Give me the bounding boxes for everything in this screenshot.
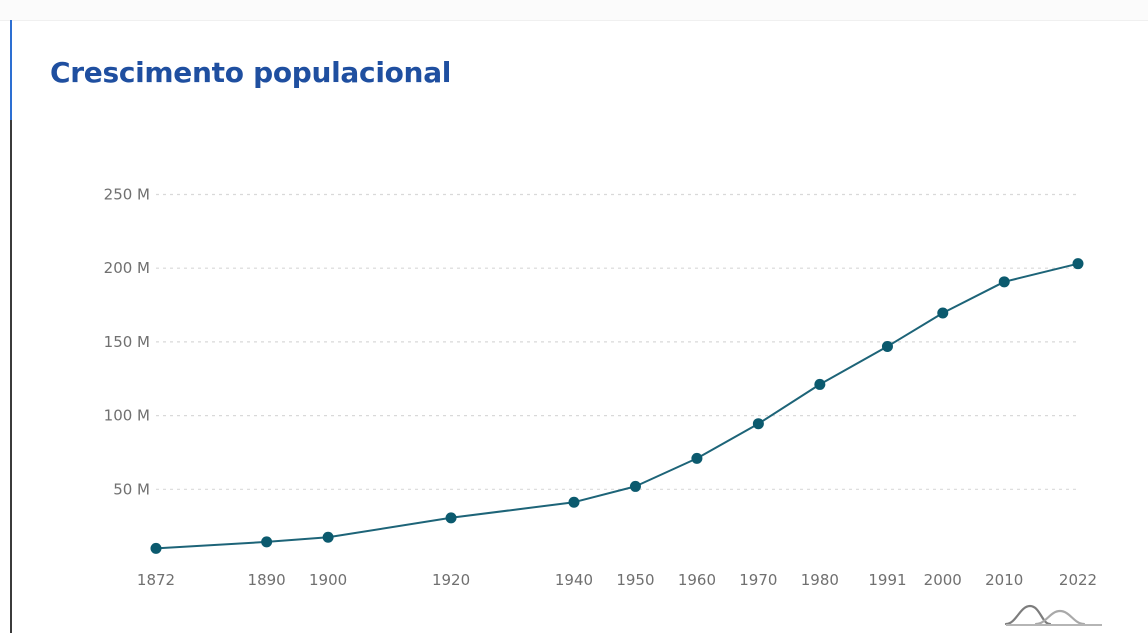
- data-point[interactable]: [814, 378, 826, 390]
- x-tick-label: 1970: [739, 571, 777, 589]
- data-point[interactable]: [261, 536, 273, 548]
- data-point[interactable]: [881, 340, 893, 352]
- x-tick-label: 1940: [555, 571, 593, 589]
- data-point[interactable]: [150, 542, 162, 554]
- series-line-group: [155, 262, 1079, 550]
- x-tick-label: 1960: [678, 571, 716, 589]
- x-axis-ticks: 1872 1890 1900 1920 1940 1950 1960 1970 1980 1991…: [137, 571, 1097, 589]
- x-tick-label: 1872: [137, 571, 175, 589]
- left-border: [10, 20, 12, 633]
- x-tick-label: 2022: [1059, 571, 1097, 589]
- x-tick-label: 2000: [924, 571, 962, 589]
- data-point[interactable]: [1072, 258, 1084, 270]
- data-point[interactable]: [752, 418, 764, 430]
- data-point[interactable]: [568, 496, 580, 508]
- data-point[interactable]: [445, 512, 457, 524]
- y-tick-label: 250 M: [104, 186, 150, 204]
- data-points: [150, 258, 1084, 554]
- y-tick-label: 100 M: [104, 407, 150, 425]
- top-strip: [0, 0, 1148, 21]
- series-line: [155, 262, 1079, 550]
- data-point[interactable]: [998, 276, 1010, 288]
- left-border-accent: [10, 20, 12, 120]
- x-tick-label: 1980: [801, 571, 839, 589]
- data-point[interactable]: [629, 480, 641, 492]
- gridlines: [156, 193, 1078, 490]
- x-tick-label: 1900: [309, 571, 347, 589]
- y-tick-label: 50 M: [113, 480, 150, 498]
- y-tick-label: 200 M: [104, 259, 150, 277]
- y-tick-label: 150 M: [104, 333, 150, 351]
- x-tick-label: 1991: [868, 571, 906, 589]
- data-point[interactable]: [322, 531, 334, 543]
- data-point[interactable]: [937, 307, 949, 319]
- x-tick-label: 1950: [616, 571, 654, 589]
- x-tick-label: 2010: [985, 571, 1023, 589]
- mountain-logo-icon: [1004, 604, 1102, 626]
- y-axis-ticks: 50 M 100 M 150 M 200 M 250 M: [104, 186, 150, 499]
- data-point[interactable]: [691, 452, 703, 464]
- x-tick-label: 1890: [248, 571, 286, 589]
- chart-title: Crescimento populacional: [50, 56, 452, 89]
- x-tick-label: 1920: [432, 571, 470, 589]
